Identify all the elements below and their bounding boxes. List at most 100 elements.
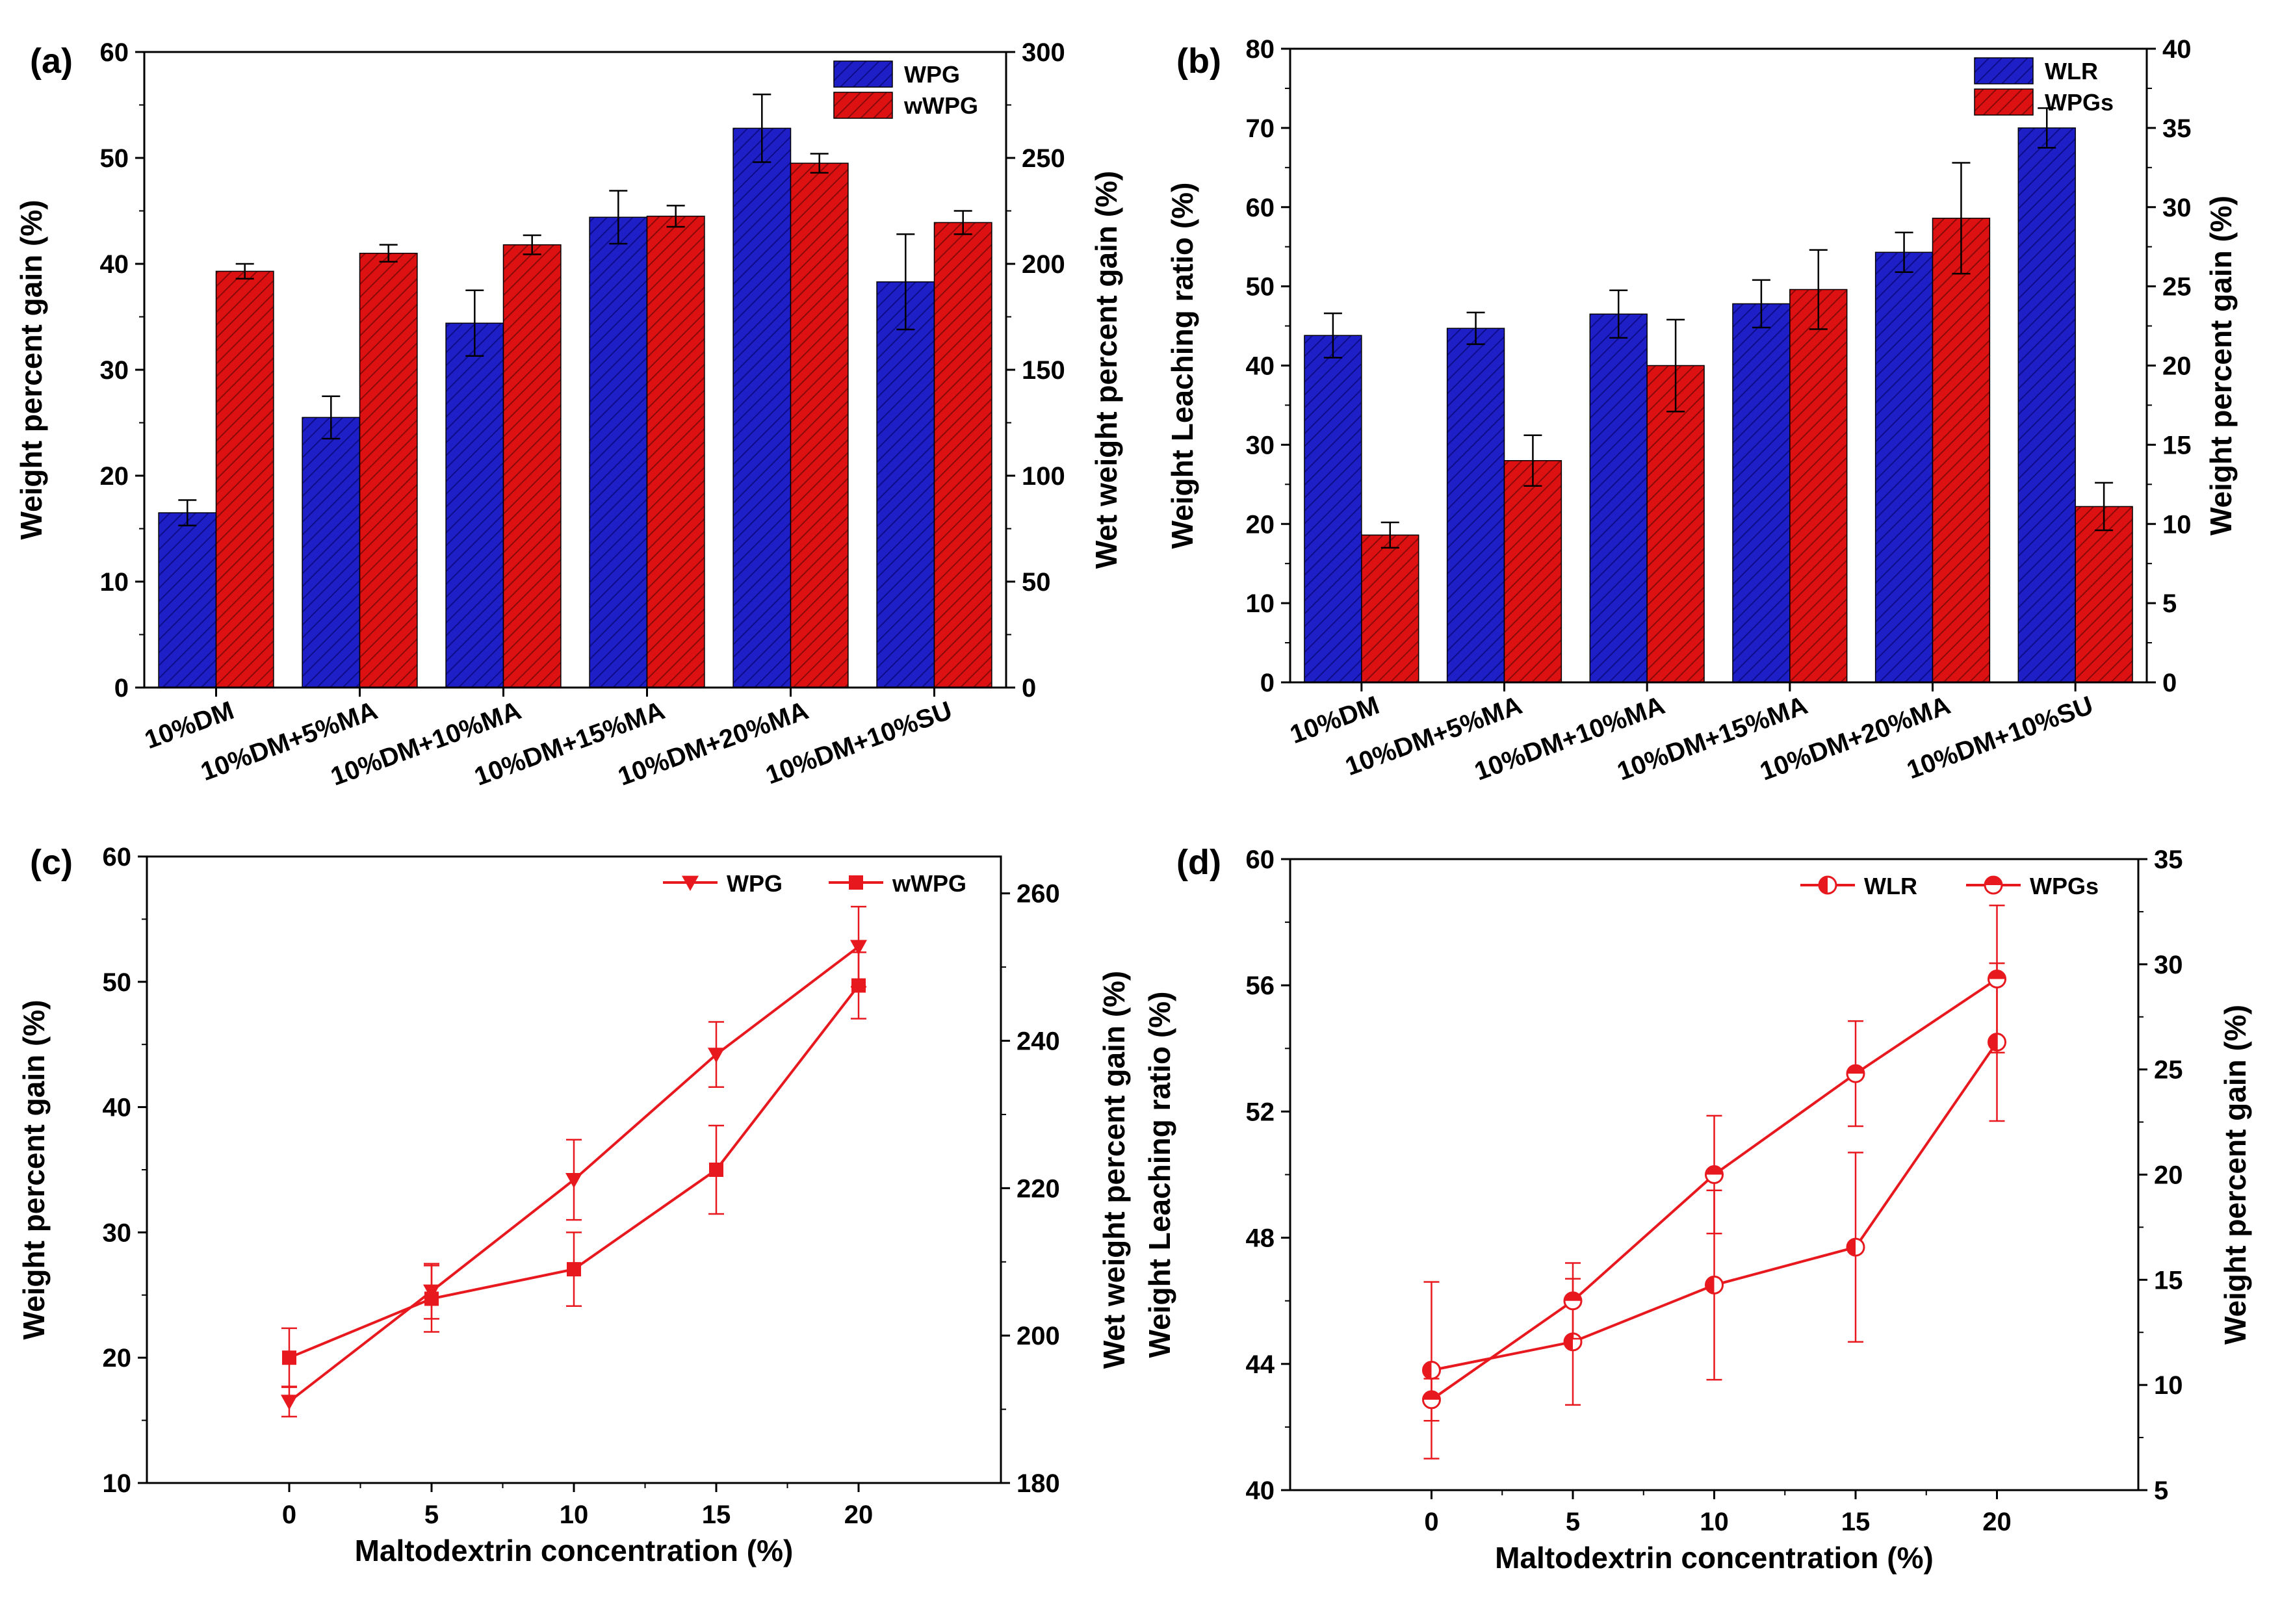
panel-b-ylabel: Weight Leaching ratio (%)	[1165, 183, 1199, 549]
panel-b-panel-label: (b)	[1176, 42, 1221, 81]
panel-c-y2tick-label: 260	[1017, 880, 1060, 909]
panel-b-ytick-label: 10	[1246, 589, 1275, 618]
panel-c-xtick-label: 5	[424, 1501, 439, 1529]
panel-d-ytick-label: 52	[1246, 1098, 1275, 1126]
panel-d-ytick-label: 60	[1246, 845, 1275, 874]
panel-d-xlabel: Maltodextrin concentration (%)	[1495, 1541, 1934, 1575]
panel-b-bar-wlr-0	[1304, 335, 1362, 683]
panel-d-ylabel: Weight Leaching ratio (%)	[1143, 992, 1176, 1358]
panel-c-panel-label: (c)	[30, 843, 73, 882]
panel-d-y2tick-label: 30	[2154, 951, 2183, 979]
panel-c-point-wwpg-1	[424, 1291, 439, 1306]
panel-b-ytick-label: 30	[1246, 431, 1275, 459]
panel-a-bar-wwpg-0	[215, 270, 274, 688]
panel-a-ytick-label: 30	[100, 356, 129, 385]
panel-c-y2tick-label: 240	[1017, 1027, 1060, 1056]
panel-d-y2tick-label: 35	[2154, 845, 2183, 874]
panel-c-xlabel: Maltodextrin concentration (%)	[355, 1534, 794, 1567]
panel-d-legend-label-wlr: WLR	[1864, 873, 1917, 899]
panel-b-y2tick-label: 5	[2162, 589, 2177, 618]
panel-b-bar-wpgs-2	[1646, 365, 1705, 683]
panel-b-bar-wlr-3	[1732, 303, 1791, 683]
panel-d-panel-label: (d)	[1176, 843, 1221, 882]
panel-a-chart: (a)010203040506005010015020025030010%DM1…	[14, 38, 1123, 792]
panel-b-plot-frame	[1289, 47, 2148, 684]
panel-d-xtick-label: 15	[1841, 1508, 1871, 1536]
panel-b-bar-wpgs-3	[1789, 289, 1848, 683]
panel-c-xtick-label: 10	[560, 1501, 589, 1529]
panel-b-legend-swatch-wlr	[1974, 57, 2034, 84]
panel-a-bar-wpg-3	[589, 216, 648, 688]
panel-d-xtick-label: 10	[1700, 1508, 1729, 1536]
panel-a-y2tick-label: 100	[1022, 462, 1065, 491]
panel-d-point-wpgs-1-fill	[1564, 1292, 1581, 1301]
panel-c-point-wpg-3	[708, 1048, 725, 1063]
panel-d-y2tick-label: 20	[2154, 1161, 2183, 1190]
panel-a-legend-label-wwpg: wWPG	[903, 92, 978, 119]
panel-b-bar-wlr-2	[1589, 313, 1648, 683]
panel-d-ytick-label: 44	[1246, 1350, 1275, 1379]
panel-a-legend-swatch-wwpg	[833, 92, 893, 119]
panel-d-legend-label-wpgs: WPGs	[2030, 873, 2099, 899]
panel-b-ytick-label: 50	[1246, 273, 1275, 302]
panel-b-ytick-label: 0	[1260, 669, 1275, 697]
panel-a-y2tick-label: 150	[1022, 356, 1065, 385]
panel-a-ytick-label: 20	[100, 462, 129, 491]
panel-d-point-wpgs-4-fill	[1988, 970, 2006, 979]
panel-c-point-wpg-2	[565, 1173, 582, 1189]
panel-a-bar-wpg-0	[158, 512, 217, 688]
panel-a-legend-label-wpg: WPG	[904, 61, 960, 88]
panel-d-chart: (d) 40 44 48 52 56 60 5 10 15 20 25 30 35 0 5 10 15 20 Malt…	[1143, 843, 2252, 1575]
panel-a-y2tick-label: 50	[1022, 568, 1051, 597]
panel-c-xtick-label: 15	[702, 1501, 731, 1529]
panel-d-xtick-label: 0	[1424, 1508, 1438, 1536]
panel-b-y2tick-label: 20	[2162, 352, 2192, 381]
panel-b-y2tick-label: 10	[2162, 510, 2192, 539]
panel-b-y2label: Weight percent gain (%)	[2204, 196, 2238, 535]
panel-d-xtick-label: 20	[1982, 1508, 2012, 1536]
panel-c-ytick-label: 10	[103, 1469, 132, 1498]
panel-a-bar-wpg-4	[732, 127, 792, 688]
panel-d-plot-frame	[1289, 858, 2140, 1491]
panel-a-y2tick-label: 250	[1022, 144, 1065, 173]
panel-d-y2tick-label: 25	[2154, 1056, 2183, 1085]
panel-a-bar-wwpg-3	[646, 215, 705, 688]
panel-b-legend-label-wlr: WLR	[2045, 58, 2098, 84]
panel-d-point-wpgs-3-fill	[1847, 1065, 1864, 1074]
panel-d-point-wlr-1-fill	[1564, 1333, 1573, 1350]
panel-d-legend-marker-wlr-fill	[1819, 877, 1828, 894]
panel-d-y2tick-label: 15	[2154, 1266, 2183, 1295]
panel-c-point-wwpg-0	[282, 1350, 296, 1365]
panel-b-ytick-label: 40	[1246, 352, 1275, 381]
panel-c-xtick-label: 0	[282, 1501, 296, 1529]
panel-a-ytick-label: 40	[100, 250, 129, 279]
panel-b-ytick-label: 80	[1246, 35, 1275, 64]
panel-b-chart: (b) 0 10 20 30 40 50 60 70 80 0 5 10 15 20 25 30 35 40 10%D…	[1165, 35, 2238, 786]
panel-c-ytick-label: 60	[103, 843, 132, 871]
panel-b-legend-label-wpgs: WPGs	[2045, 89, 2114, 116]
panel-a-plot-frame	[143, 51, 1007, 689]
panel-c-ytick-label: 40	[103, 1094, 132, 1122]
panel-c-point-wpg-0	[281, 1395, 298, 1410]
panel-c-y2label: Wet weight percent gain (%)	[1097, 971, 1131, 1369]
panel-c-point-wwpg-4	[851, 978, 866, 993]
panel-a-ylabel: Weight percent gain (%)	[14, 200, 48, 539]
panel-a-y2tick-label: 200	[1022, 250, 1065, 279]
panel-b-ytick-label: 70	[1246, 114, 1275, 143]
panel-c-point-wwpg-2	[567, 1262, 581, 1277]
panel-d-point-wlr-2-fill	[1705, 1276, 1715, 1294]
panel-a-ytick-label: 0	[114, 674, 129, 702]
panel-d-legend-marker-wpgs-fill	[1985, 877, 2002, 885]
panel-b-bar-wlr-4	[1874, 251, 1934, 683]
panel-d-point-wlr-0-fill	[1423, 1361, 1432, 1379]
panel-b-y2tick-label: 15	[2162, 431, 2192, 459]
panel-a-bar-wwpg-5	[933, 222, 992, 688]
panel-b-legend-swatch-wpgs	[1974, 88, 2034, 116]
panel-b-xtick-label: 10%DM	[1286, 691, 1383, 749]
panel-c-ytick-label: 30	[103, 1218, 132, 1247]
panel-b-y2tick-label: 0	[2162, 669, 2177, 697]
panel-a-bar-wpg-1	[302, 417, 361, 688]
panel-a-panel-label: (a)	[30, 42, 73, 81]
panel-d-ytick-label: 48	[1246, 1224, 1275, 1253]
panel-c-legend-marker-wpg	[682, 875, 699, 891]
